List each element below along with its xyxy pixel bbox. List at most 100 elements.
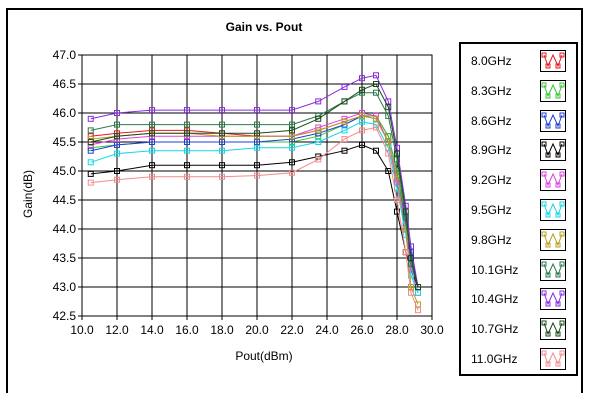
x-tick-label: 12.0 bbox=[105, 323, 129, 337]
y-tick-label: 45.5 bbox=[53, 135, 77, 149]
series-8-9ghz bbox=[87, 141, 421, 290]
data-point bbox=[359, 127, 365, 134]
data-point bbox=[149, 139, 155, 145]
x-tick-label: 22.0 bbox=[280, 323, 304, 337]
data-point bbox=[341, 147, 348, 154]
series-line bbox=[90, 121, 419, 293]
data-point bbox=[184, 173, 190, 180]
data-point bbox=[114, 121, 120, 128]
legend-label: 8.9GHz bbox=[471, 143, 512, 158]
data-point bbox=[184, 121, 190, 128]
legend-item: 9.5GHz bbox=[461, 197, 576, 227]
y-tick-label: 44.5 bbox=[53, 193, 77, 207]
data-point bbox=[373, 89, 379, 96]
legend-label: 8.0GHz bbox=[471, 54, 512, 68]
data-point bbox=[219, 162, 225, 169]
data-point bbox=[408, 255, 414, 261]
series-group bbox=[87, 72, 421, 314]
legend-label: 10.1GHz bbox=[471, 262, 519, 277]
legend-item: 10.1GHz bbox=[461, 257, 576, 287]
data-point bbox=[373, 81, 379, 87]
legend-item: 10.4GHz bbox=[461, 286, 576, 316]
data-point bbox=[373, 124, 379, 131]
y-tick-label: 43.0 bbox=[53, 280, 77, 294]
data-point bbox=[149, 162, 155, 169]
y-axis-label: Gain(dB) bbox=[21, 170, 35, 218]
data-point bbox=[359, 118, 365, 125]
data-point bbox=[408, 289, 414, 296]
data-point bbox=[415, 284, 421, 290]
series-10-7ghz bbox=[87, 81, 421, 290]
data-point bbox=[114, 150, 120, 157]
data-point bbox=[341, 98, 348, 105]
legend-item: 8.6GHz bbox=[461, 108, 576, 138]
y-tick-label: 44.0 bbox=[53, 222, 77, 236]
x-tick-label: 26.0 bbox=[350, 323, 374, 337]
legend-item: 8.3GHz bbox=[461, 78, 576, 108]
data-point bbox=[373, 147, 379, 154]
data-point bbox=[289, 107, 295, 114]
data-point bbox=[149, 173, 155, 180]
legend-label: 9.8GHz bbox=[471, 232, 512, 247]
legend-item: 8.9GHz bbox=[461, 137, 576, 167]
legend-label: 9.5GHz bbox=[471, 203, 512, 217]
data-point bbox=[87, 127, 94, 134]
data-point bbox=[219, 107, 225, 114]
data-point bbox=[87, 179, 94, 186]
data-point bbox=[315, 98, 322, 105]
series-11-0ghz bbox=[87, 124, 421, 314]
data-point bbox=[87, 147, 94, 154]
x-tick-label: 14.0 bbox=[140, 323, 164, 337]
legend-swatch bbox=[540, 288, 566, 311]
legend-swatch bbox=[540, 199, 566, 221]
grid-lines bbox=[81, 54, 433, 317]
data-point bbox=[315, 127, 322, 134]
data-point bbox=[394, 179, 400, 186]
data-point bbox=[254, 144, 260, 151]
data-point bbox=[254, 121, 260, 128]
data-point bbox=[315, 115, 322, 122]
series-10-4ghz bbox=[87, 72, 421, 290]
data-point bbox=[184, 107, 190, 114]
legend-swatch bbox=[540, 318, 566, 341]
legend-label: 8.6GHz bbox=[471, 113, 512, 128]
data-point bbox=[219, 173, 225, 180]
data-point bbox=[87, 115, 94, 122]
data-point bbox=[219, 147, 225, 154]
data-point bbox=[315, 139, 322, 145]
legend-swatch bbox=[540, 258, 566, 281]
tick-labels: 10.0 12.0 14.0 16.0 18.0 20.0 22.0 24.0 26.0 28.0… bbox=[53, 48, 444, 337]
y-tick-label: 42.5 bbox=[53, 309, 77, 323]
data-point bbox=[341, 136, 348, 143]
data-point bbox=[385, 168, 392, 174]
data-point bbox=[184, 130, 190, 137]
x-tick-label: 24.0 bbox=[315, 323, 339, 337]
y-tick-label: 46.0 bbox=[53, 106, 77, 120]
series-line bbox=[90, 126, 419, 311]
series-10-1ghz bbox=[87, 89, 421, 290]
x-tick-label: 28.0 bbox=[385, 323, 409, 337]
data-point bbox=[87, 159, 94, 166]
x-tick-label: 20.0 bbox=[245, 323, 269, 337]
data-point bbox=[289, 121, 295, 128]
legend-swatch bbox=[540, 50, 566, 72]
data-point bbox=[254, 162, 260, 169]
data-point bbox=[341, 83, 348, 90]
legend-swatch bbox=[540, 109, 566, 132]
data-point bbox=[359, 86, 365, 93]
x-axis-label: Pout(dBm) bbox=[235, 349, 292, 363]
data-point bbox=[402, 249, 409, 256]
y-tick-label: 47.0 bbox=[53, 48, 77, 62]
legend-label: 11.0GHz bbox=[471, 352, 518, 366]
legend-label: 10.7GHz bbox=[471, 322, 519, 337]
data-point bbox=[289, 159, 295, 166]
legend-label: 8.3GHz bbox=[471, 83, 512, 98]
data-point bbox=[149, 130, 155, 137]
legend-item: 10.7GHz bbox=[461, 316, 576, 346]
data-point bbox=[87, 139, 94, 145]
data-point bbox=[408, 243, 414, 250]
legend-item: 8.0GHz bbox=[461, 48, 576, 78]
data-point bbox=[114, 110, 120, 116]
data-point bbox=[289, 144, 295, 151]
x-tick-label: 30.0 bbox=[420, 323, 444, 337]
